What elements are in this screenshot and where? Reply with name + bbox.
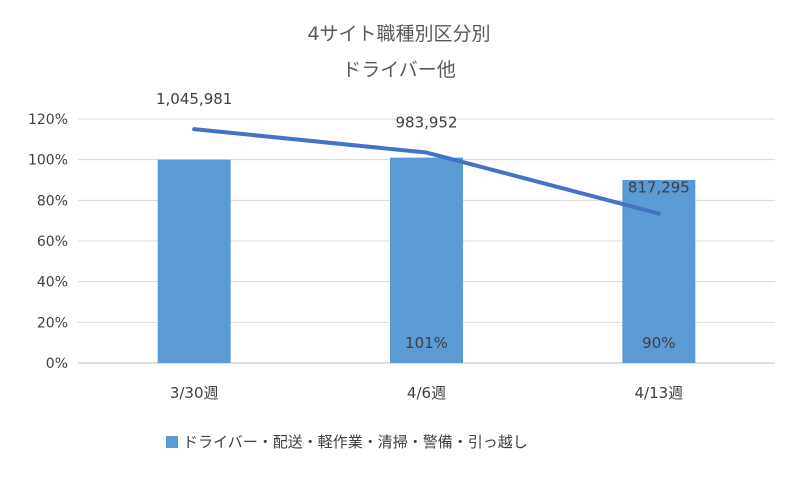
- bar-data-label: 90%: [642, 334, 675, 352]
- legend: ドライバー・配送・軽作業・清掃・警備・引っ越し: [166, 433, 528, 451]
- bar: [390, 157, 463, 363]
- line-series: 1,045,981 983,952 817,295: [156, 90, 690, 216]
- x-axis: 3/30週 4/6週 4/13週: [170, 384, 683, 402]
- line-data-label: 983,952: [395, 114, 457, 132]
- bar-data-label: 101%: [405, 334, 448, 352]
- y-tick-label: 80%: [37, 193, 68, 209]
- series-line: [192, 127, 661, 216]
- y-tick-label: 20%: [37, 315, 68, 331]
- bar: [622, 180, 696, 363]
- x-tick-label: 4/6週: [407, 384, 446, 402]
- y-axis: 0% 20% 40% 60% 80% 100% 120%: [28, 112, 68, 372]
- y-tick-label: 40%: [37, 275, 68, 291]
- legend-label: ドライバー・配送・軽作業・清掃・警備・引っ越し: [183, 433, 528, 451]
- line-data-label: 817,295: [628, 179, 690, 197]
- y-tick-label: 120%: [28, 112, 68, 128]
- chart-title: 4サイト職種別区分別: [307, 23, 490, 45]
- y-tick-label: 0%: [46, 356, 68, 372]
- x-tick-label: 3/30週: [170, 384, 219, 402]
- legend-swatch: [166, 436, 178, 448]
- bar: [157, 159, 231, 363]
- y-tick-label: 60%: [37, 234, 68, 250]
- line-data-label: 1,045,981: [156, 90, 232, 108]
- bar-series: 101% 90%: [157, 157, 696, 363]
- y-tick-label: 100%: [28, 153, 68, 169]
- x-tick-label: 4/13週: [634, 384, 683, 402]
- chart-subtitle: ドライバー他: [342, 59, 456, 81]
